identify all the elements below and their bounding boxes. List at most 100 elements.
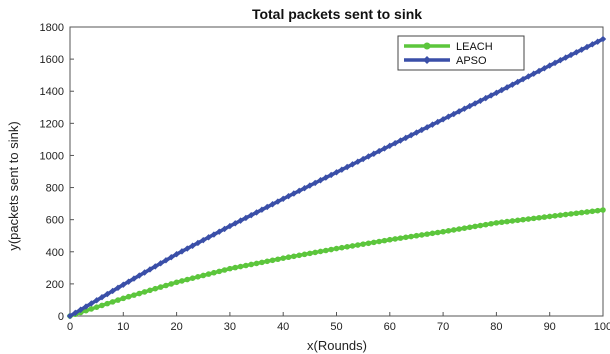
data-point bbox=[269, 257, 276, 264]
data-point bbox=[338, 166, 346, 173]
data-point bbox=[514, 78, 521, 86]
data-point bbox=[381, 145, 388, 152]
data-point bbox=[152, 285, 159, 292]
data-point bbox=[285, 254, 292, 261]
data-point bbox=[418, 126, 425, 134]
data-point bbox=[131, 292, 137, 298]
data-point bbox=[525, 216, 532, 222]
y-tick-label: 1800 bbox=[40, 22, 64, 34]
data-point bbox=[306, 182, 314, 189]
data-point bbox=[551, 59, 559, 67]
data-point bbox=[599, 35, 607, 43]
data-point bbox=[141, 269, 148, 276]
data-point bbox=[589, 208, 596, 215]
data-point bbox=[402, 234, 409, 241]
data-point bbox=[290, 190, 298, 197]
y-axis-label: y(packets sent to sink) bbox=[6, 121, 21, 250]
data-point bbox=[386, 142, 393, 150]
y-tick-label: 0 bbox=[58, 311, 64, 323]
data-point bbox=[120, 295, 127, 302]
data-point bbox=[455, 108, 463, 115]
data-point bbox=[552, 213, 558, 219]
data-point bbox=[354, 158, 362, 165]
data-point bbox=[445, 113, 452, 120]
data-point bbox=[371, 239, 377, 246]
data-point bbox=[259, 259, 265, 266]
data-point bbox=[488, 220, 494, 227]
data-point bbox=[546, 62, 553, 69]
data-point bbox=[98, 294, 106, 301]
data-point bbox=[418, 232, 425, 238]
legend-item-apso: APSO bbox=[404, 55, 487, 67]
data-point bbox=[578, 46, 585, 53]
data-point bbox=[573, 210, 580, 217]
data-point bbox=[317, 248, 324, 255]
y-tick-label: 1600 bbox=[40, 54, 64, 66]
data-point bbox=[349, 161, 356, 168]
data-point bbox=[520, 216, 526, 223]
data-point bbox=[163, 282, 169, 289]
series-apso bbox=[66, 35, 607, 320]
data-point bbox=[407, 132, 415, 139]
data-point bbox=[525, 73, 532, 80]
data-point bbox=[184, 276, 191, 283]
data-point bbox=[232, 220, 239, 227]
data-point bbox=[387, 236, 393, 243]
data-point bbox=[365, 153, 372, 160]
data-point bbox=[562, 54, 569, 61]
data-point bbox=[162, 257, 170, 264]
x-tick-label: 10 bbox=[117, 321, 129, 333]
data-point bbox=[146, 266, 154, 273]
x-axis-ticks: 0 10 20 30 40 50 60 70 80 90 100 bbox=[67, 312, 610, 333]
x-tick-label: 70 bbox=[437, 321, 449, 333]
data-point bbox=[471, 100, 479, 107]
data-point bbox=[359, 155, 367, 163]
data-point bbox=[482, 221, 489, 228]
data-point bbox=[258, 206, 266, 213]
legend-item-leach: LEACH bbox=[404, 41, 493, 53]
x-tick-label: 30 bbox=[224, 321, 236, 333]
data-point bbox=[519, 75, 527, 83]
data-point bbox=[472, 223, 478, 230]
data-point bbox=[147, 287, 153, 294]
data-point bbox=[498, 219, 505, 226]
data-point bbox=[311, 179, 319, 187]
data-point bbox=[424, 231, 430, 237]
data-point bbox=[530, 70, 537, 77]
data-point bbox=[291, 253, 297, 260]
data-point bbox=[194, 239, 202, 247]
data-point bbox=[88, 300, 95, 307]
data-point bbox=[562, 211, 569, 218]
data-point bbox=[99, 302, 105, 309]
data-point bbox=[205, 271, 212, 277]
x-tick-label: 50 bbox=[330, 321, 342, 333]
data-point bbox=[584, 209, 590, 215]
data-point bbox=[600, 207, 606, 213]
data-point bbox=[461, 105, 468, 112]
data-point bbox=[578, 209, 585, 216]
series-layer bbox=[66, 35, 607, 320]
data-point bbox=[509, 218, 516, 224]
data-point bbox=[275, 256, 281, 263]
chart-title: Total packets sent to sink bbox=[252, 6, 422, 22]
data-point bbox=[514, 217, 521, 224]
data-point bbox=[253, 260, 260, 267]
data-point bbox=[280, 195, 287, 202]
x-tick-label: 90 bbox=[544, 321, 556, 333]
data-point bbox=[157, 284, 164, 290]
legend-box bbox=[397, 35, 525, 71]
data-point bbox=[157, 260, 164, 267]
data-point bbox=[216, 228, 223, 235]
data-point bbox=[253, 209, 260, 216]
data-point bbox=[227, 265, 233, 272]
x-tick-label: 0 bbox=[67, 321, 73, 333]
data-point bbox=[541, 214, 548, 220]
data-point bbox=[439, 116, 447, 123]
data-point bbox=[546, 213, 553, 220]
legend-label: APSO bbox=[456, 55, 487, 67]
data-point bbox=[333, 245, 340, 252]
data-point bbox=[136, 272, 143, 279]
data-point bbox=[493, 220, 500, 226]
data-point bbox=[466, 224, 473, 231]
data-point bbox=[200, 272, 207, 279]
